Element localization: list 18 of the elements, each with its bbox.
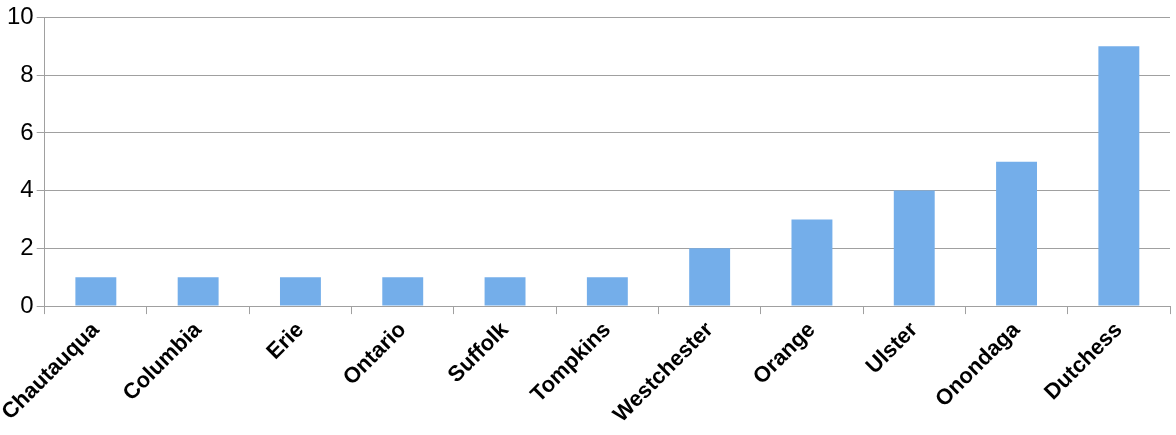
y-tick-label: 10 [6,2,34,30]
bar [791,219,833,306]
y-tick-label: 8 [20,59,34,87]
bar [279,277,321,306]
x-tick-label: Erie [261,316,309,364]
y-tick-label: 0 [20,290,34,318]
bar [893,190,935,306]
bar [586,277,628,306]
bar [996,161,1038,306]
bar [1098,46,1140,306]
bar [177,277,219,306]
bar [484,277,526,306]
y-tick-label: 4 [20,175,34,203]
bar [382,277,424,306]
y-tick-label: 6 [20,117,34,145]
bar [689,248,731,306]
bar [75,277,117,306]
y-tick-label: 2 [20,232,34,260]
